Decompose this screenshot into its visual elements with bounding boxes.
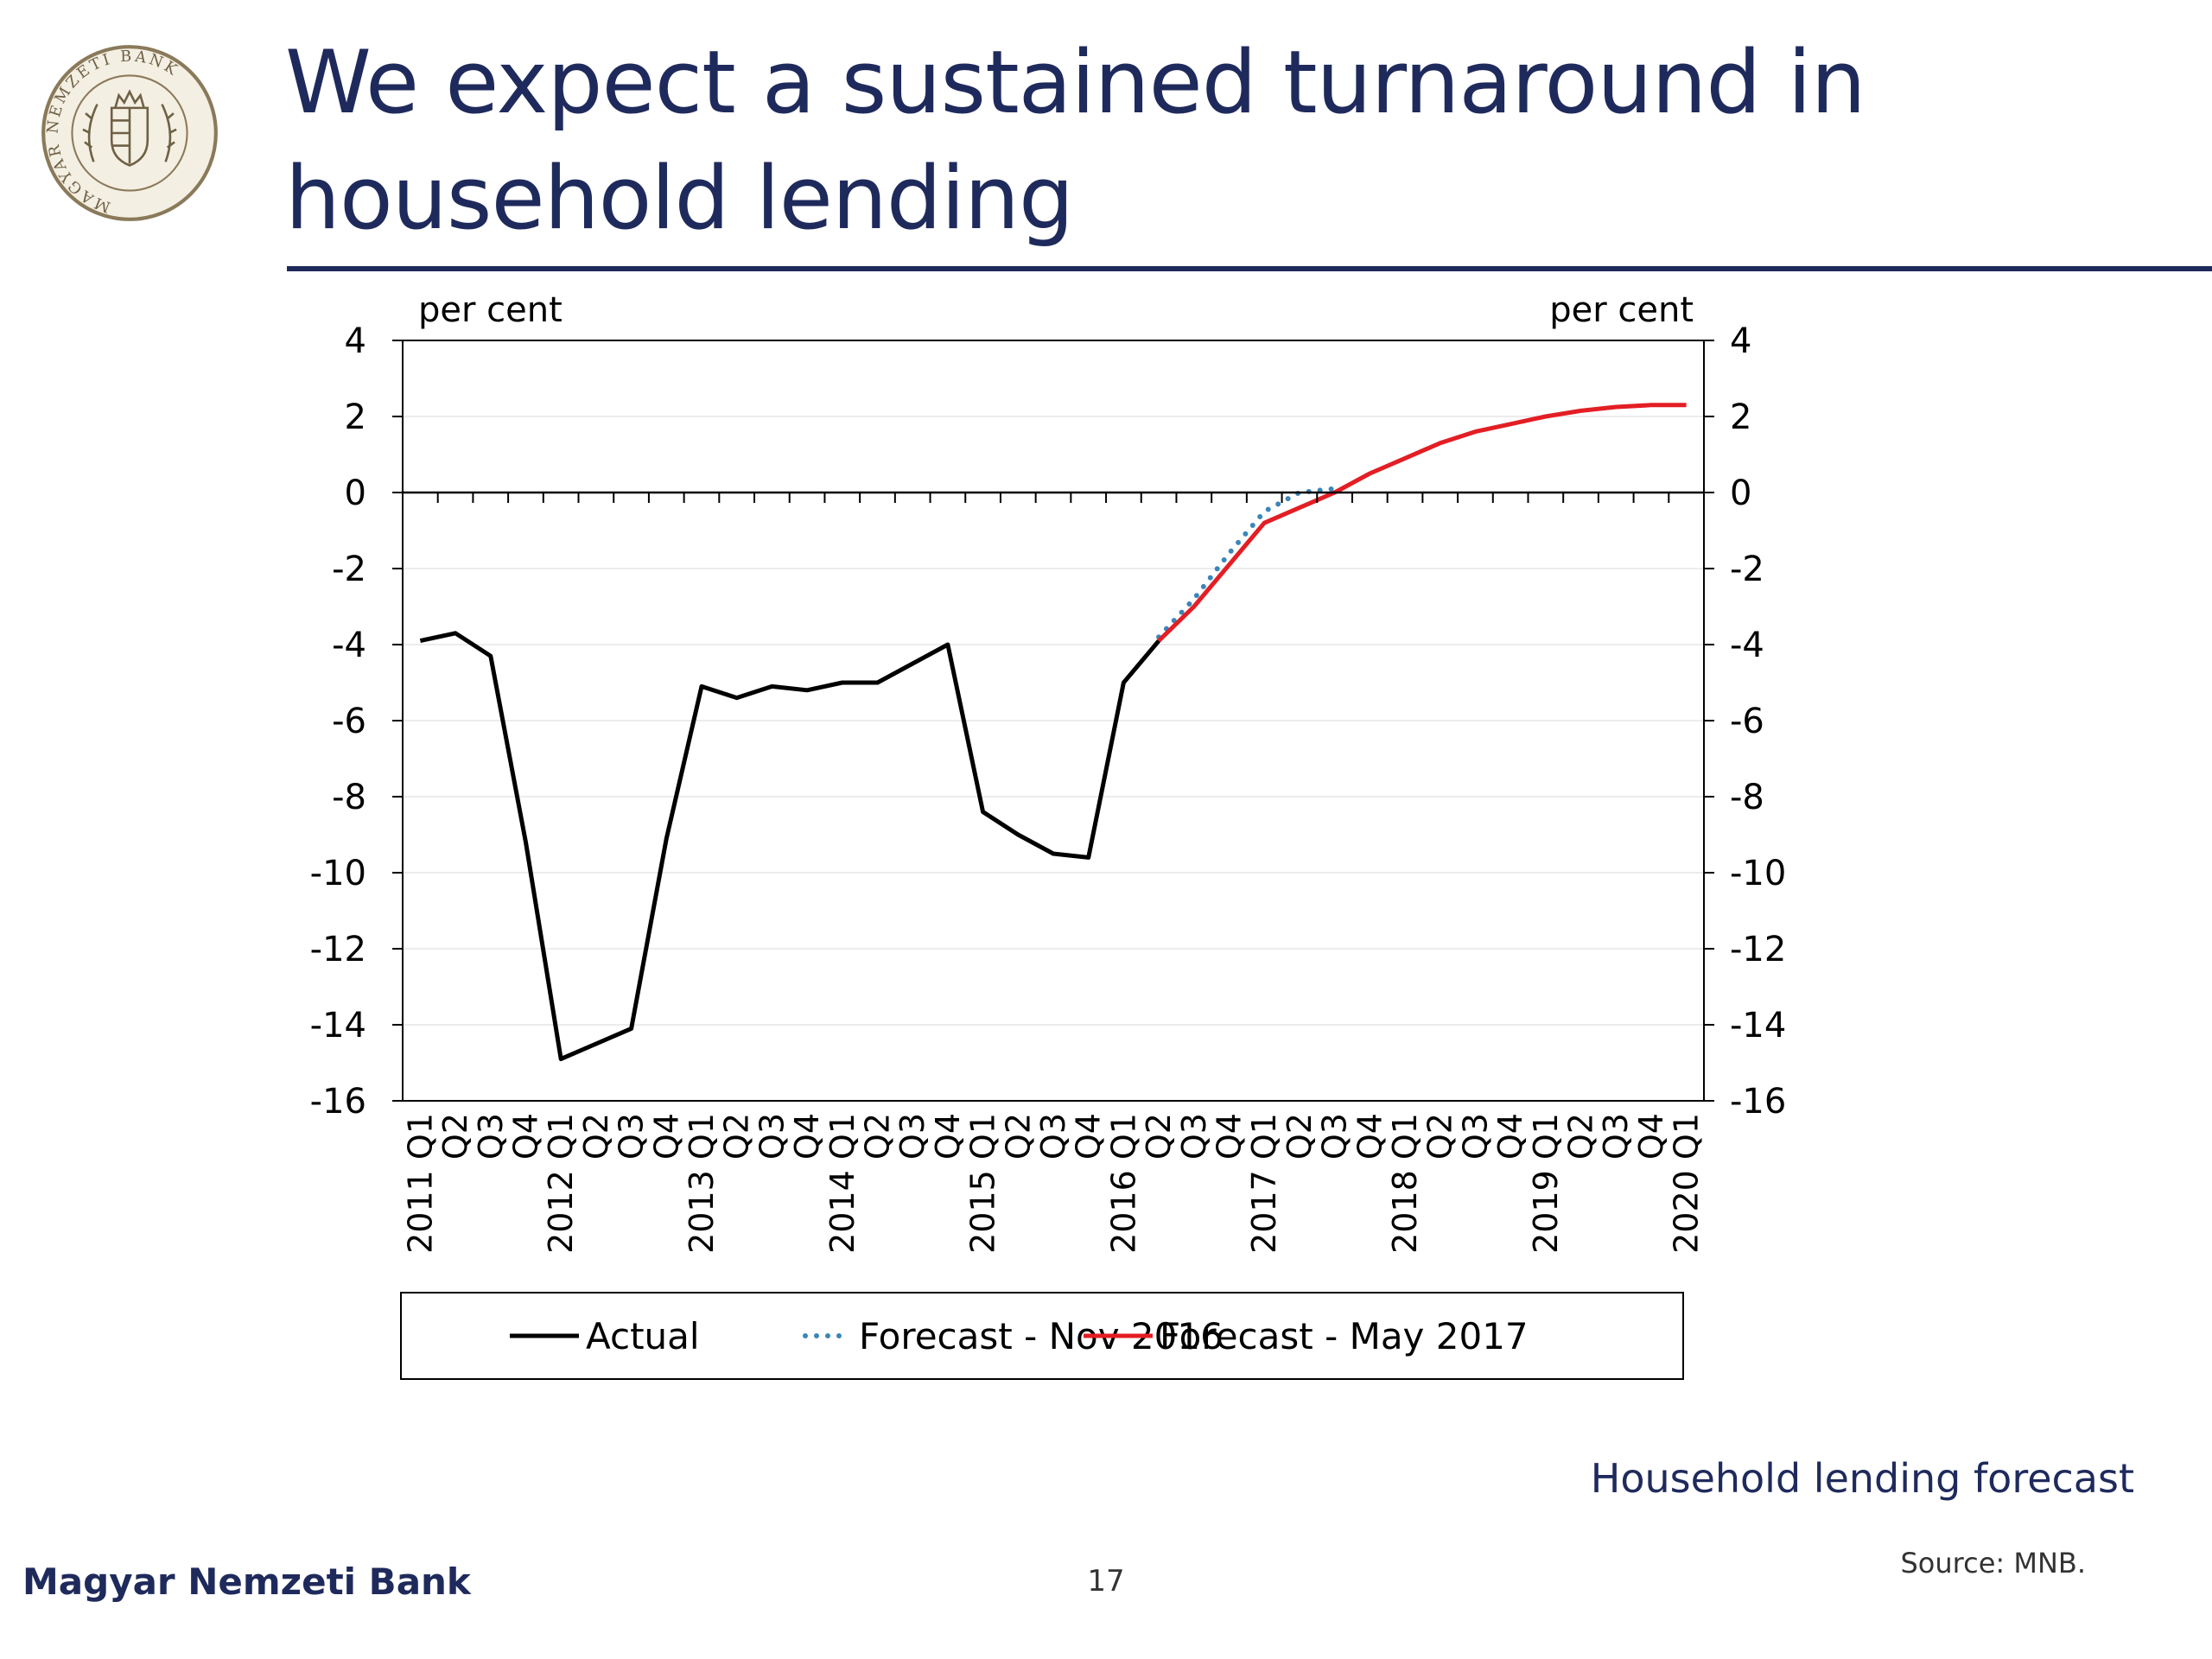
x-tick-label: Q3 [1034, 1113, 1072, 1160]
x-tick-label: 2015 Q1 [964, 1113, 1002, 1254]
x-tick-label: Q2 [1140, 1113, 1178, 1160]
chart-caption: Household lending forecast [1590, 1455, 2134, 1502]
y-tick-label-left: -2 [332, 550, 366, 589]
y-tick-label-left: -10 [310, 854, 366, 893]
y-tick-label-right: -14 [1730, 1006, 1786, 1046]
x-tick-label: Q3 [1456, 1113, 1494, 1160]
y-tick-label-right: -16 [1730, 1082, 1786, 1122]
x-tick-label: Q3 [893, 1113, 931, 1160]
y-tick-label-right: -10 [1730, 854, 1786, 893]
page-number: 17 [1087, 1564, 1125, 1599]
x-tick-label: Q2 [436, 1113, 474, 1160]
y-tick-label-left: -12 [310, 930, 366, 969]
y-tick-label-left: -8 [332, 778, 366, 817]
legend-label: Forecast - Nov 2016 [859, 1315, 1224, 1357]
x-tick-label: 2019 Q1 [1527, 1113, 1565, 1254]
x-tick-label: Q4 [1070, 1113, 1108, 1160]
mnb-seal-logo: MAGYAR NEMZETI BANK [41, 45, 218, 221]
x-tick-label: Q2 [577, 1113, 615, 1160]
y-tick-label-left: -4 [332, 626, 366, 665]
series-line-actual [419, 631, 1161, 1062]
x-tick-label: Q4 [647, 1113, 685, 1160]
series-line-forecast-may-2017 [1157, 403, 1687, 643]
x-tick-label: 2012 Q1 [542, 1113, 580, 1254]
y-tick-label-right: 2 [1730, 397, 1751, 437]
x-tick-label: Q2 [858, 1113, 896, 1160]
x-tick-label: Q4 [1211, 1113, 1249, 1160]
left-axis-unit-label: per cent [418, 290, 563, 330]
x-tick-label: Q2 [1421, 1113, 1459, 1160]
y-tick-label-left: 0 [345, 474, 366, 513]
x-tick-label: Q2 [1281, 1113, 1319, 1160]
x-tick-label: 2020 Q1 [1668, 1113, 1706, 1254]
footer-brand: Magyar Nemzeti Bank [22, 1560, 471, 1603]
legend-label: Actual [586, 1315, 700, 1357]
x-tick-label: Q3 [753, 1113, 791, 1160]
x-tick-label: Q3 [1175, 1113, 1213, 1160]
gridlines [403, 416, 1704, 1026]
x-tick-label: Q4 [788, 1113, 826, 1160]
x-tick-label: Q4 [929, 1113, 967, 1160]
y-tick-label-left: -6 [332, 702, 366, 741]
x-tick-label: Q4 [1491, 1113, 1529, 1160]
series-line-forecast-nov-2016 [1156, 486, 1338, 640]
y-tick-label-right: -4 [1730, 626, 1764, 665]
x-tick-label: Q4 [1351, 1113, 1389, 1160]
x-tick-label: 2013 Q1 [683, 1113, 721, 1254]
y-tick-label-right: -6 [1730, 702, 1764, 741]
x-tick-label: Q4 [506, 1113, 544, 1160]
x-tick-label: Q2 [1562, 1113, 1600, 1160]
x-tick-label: Q4 [1632, 1113, 1670, 1160]
y-tick-label-left: -16 [310, 1082, 366, 1122]
axis-tick-labels: 4 4 2 2 0 0 -2 -2 -4 -4 -6 -6 -8 -8 -10 -10 -12 -12 -14 -14… [310, 321, 1787, 1254]
source-note: Source: MNB. [1900, 1547, 2086, 1580]
title-divider [287, 266, 2212, 271]
x-tick-label: 2017 Q1 [1245, 1113, 1283, 1254]
y-tick-label-left: 4 [345, 321, 366, 361]
y-tick-label-right: 0 [1730, 474, 1751, 513]
x-tick-label: Q3 [1316, 1113, 1354, 1160]
x-tick-label: 2018 Q1 [1386, 1113, 1424, 1254]
series-lines [419, 403, 1687, 1062]
legend-box [400, 1292, 1684, 1380]
x-tick-label: Q3 [472, 1113, 510, 1160]
y-tick-label-right: -8 [1730, 778, 1764, 817]
y-tick-label-left: -14 [310, 1006, 366, 1046]
y-tick-label-right: 4 [1730, 321, 1751, 361]
x-tick-label: Q3 [1597, 1113, 1635, 1160]
right-axis-unit-label: per cent [1549, 290, 1694, 330]
coat-of-arms-icon [82, 89, 177, 167]
slide-title: We expect a sustained turnaround in hous… [285, 31, 1866, 249]
x-tick-label: Q3 [613, 1113, 651, 1160]
axis-tick-marks [392, 340, 1714, 1102]
x-tick-label: 2016 Q1 [1104, 1113, 1142, 1254]
legend-label: Forecast - May 2017 [1160, 1315, 1529, 1357]
y-tick-label-right: -2 [1730, 550, 1764, 589]
x-tick-label: 2014 Q1 [823, 1113, 861, 1254]
x-tick-label: Q2 [718, 1113, 756, 1160]
y-tick-label-right: -12 [1730, 930, 1786, 969]
household-lending-chart: 4 4 2 2 0 0 -2 -2 -4 -4 -6 -6 -8 -8 -10 -10 -12 -12 -14 -14… [310, 290, 1787, 1380]
x-tick-label: 2011 Q1 [401, 1113, 439, 1254]
y-tick-label-left: 2 [345, 397, 366, 437]
x-tick-label: Q2 [999, 1113, 1037, 1160]
